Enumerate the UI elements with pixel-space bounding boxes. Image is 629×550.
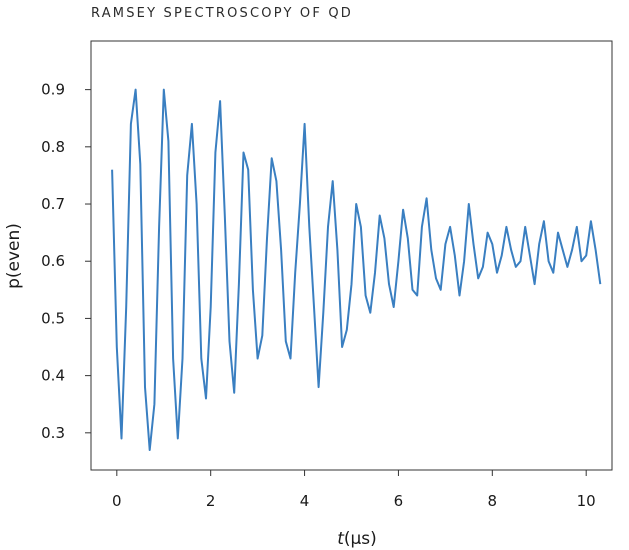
x-tick-label: 2: [206, 492, 216, 510]
x-axis-label: t(µs): [337, 529, 377, 549]
y-axis: 0.3 0.4 0.5 0.6 0.7 0.8 0.9: [41, 81, 91, 442]
y-tick-label: 0.8: [41, 138, 65, 156]
x-tick-label: 0: [112, 492, 122, 510]
x-axis-label-variable: t: [337, 529, 345, 549]
x-tick-label: 10: [577, 492, 596, 510]
y-tick-label: 0.7: [41, 195, 65, 213]
y-axis-label: p(even): [4, 223, 24, 289]
y-tick-label: 0.9: [41, 81, 65, 99]
x-tick-label: 4: [300, 492, 310, 510]
series-line: [111, 88, 602, 451]
series-layer: [111, 88, 602, 451]
chart-title: RAMSEY SPECTROSCOPY OF QD: [91, 6, 354, 21]
y-tick-label: 0.3: [41, 424, 65, 442]
x-axis-label-unit: (µs): [344, 529, 377, 549]
y-tick-label: 0.4: [41, 367, 65, 385]
x-tick-label: 8: [488, 492, 498, 510]
y-tick-label: 0.6: [41, 252, 65, 270]
plot-frame: [90, 40, 613, 471]
x-axis: 0 2 4 6 8 10: [112, 470, 596, 510]
y-tick-label: 0.5: [41, 309, 65, 327]
x-tick-label: 6: [394, 492, 404, 510]
